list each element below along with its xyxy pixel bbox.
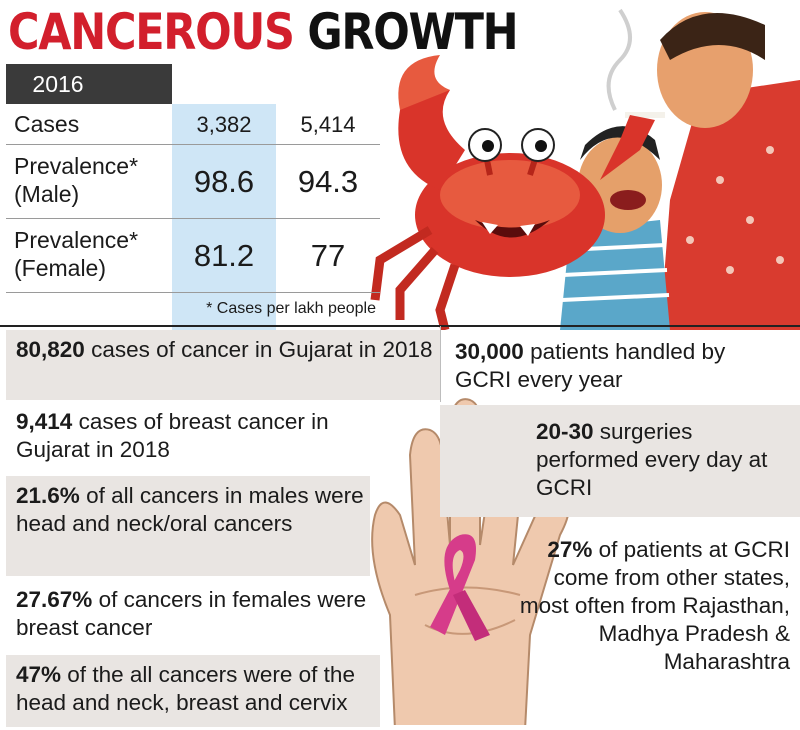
title: CANCEROUS GROWTH	[8, 3, 519, 61]
fact-highlight: 27%	[547, 537, 593, 562]
crab-and-people-illustration	[370, 8, 800, 330]
prevalence-male-2007: 98.6	[193, 164, 255, 199]
fact-highlight: 30,000	[455, 339, 524, 364]
row-label-cases: Cases	[14, 111, 80, 137]
row-label-prevalence-female: Prevalence* (Female)	[14, 226, 138, 282]
row-label-line: Prevalence*	[14, 227, 139, 253]
cases-2016: 5,414	[300, 112, 356, 137]
fact-text: of cancers in females were breast cancer	[16, 587, 367, 640]
row-label-line: (Female)	[14, 255, 107, 281]
fact-text: patients handled by GCRI every year	[455, 339, 726, 392]
section-divider	[0, 325, 800, 327]
fact-text: surgeries performed every day at GCRI	[536, 419, 768, 500]
row-label-line: (Male)	[14, 181, 80, 207]
column-2007-background	[172, 104, 276, 354]
fact-highlight: 47%	[16, 662, 62, 687]
fact-highlight: 21.6%	[16, 483, 80, 508]
row-divider	[6, 292, 380, 293]
fact-gcri-patients: 30,000 patients handled by GCRI every ye…	[455, 338, 785, 394]
fact-gcri-other-states: 27% of patients at GCRI come from other …	[510, 536, 790, 676]
fact-highlight: 9,414	[16, 409, 73, 434]
fact-breast-cancer-gujarat: 9,414 cases of breast cancer in Gujarat …	[6, 402, 370, 474]
fact-text: cases of cancer in Gujarat in 2018	[84, 337, 433, 362]
fact-text: of all cancers in males were head and ne…	[16, 483, 364, 536]
fact-text: cases of breast cancer in Gujarat in 201…	[16, 409, 329, 462]
row-label-prevalence-male: Prevalence* (Male)	[14, 152, 138, 208]
fact-surgeries-bg	[440, 405, 800, 517]
fact-highlight: 80,820	[16, 337, 85, 362]
table-footnote: * Cases per lakh people	[206, 300, 376, 317]
prevalence-male-2016: 94.3	[297, 164, 359, 199]
fact-text: of the all cancers were of the head and …	[16, 662, 355, 715]
fact-text: of patients at GCRI come from other stat…	[519, 537, 790, 674]
fact-males-head-neck: 21.6% of all cancers in males were head …	[6, 476, 370, 576]
cases-2007: 3,382	[196, 112, 252, 137]
prevalence-female-2007: 81.2	[193, 238, 255, 273]
fact-all-cancers: 47% of the all cancers were of the head …	[6, 655, 380, 727]
fact-highlight: 20-30	[536, 419, 594, 444]
row-divider	[6, 144, 380, 145]
fact-gcri-surgeries: 20-30 surgeries performed every day at G…	[536, 418, 786, 502]
row-label-line: Prevalence*	[14, 153, 139, 179]
title-part-1: CANCEROUS	[8, 3, 295, 61]
row-divider	[6, 218, 380, 219]
prevalence-female-2016: 77	[310, 238, 346, 273]
fact-cases-gujarat: 80,820 cases of cancer in Gujarat in 201…	[6, 330, 440, 400]
title-part-2: GROWTH	[307, 3, 518, 61]
vertical-divider	[440, 326, 441, 402]
header-2016: 2016	[6, 64, 110, 104]
fact-females-breast: 27.67% of cancers in females were breast…	[6, 580, 370, 652]
fact-highlight: 27.67%	[16, 587, 93, 612]
